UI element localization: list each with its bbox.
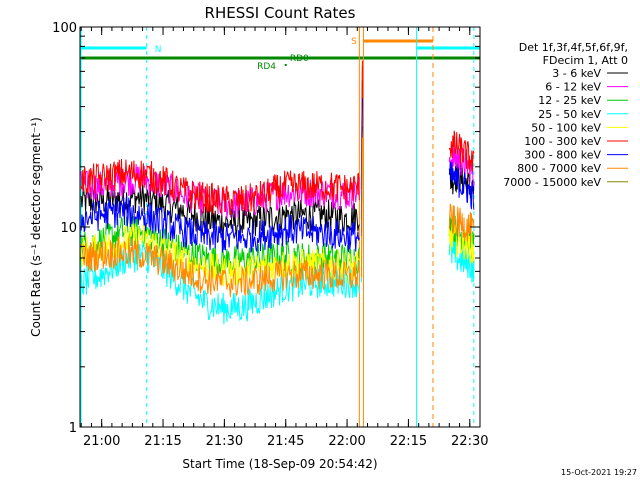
annotation-s: S <box>351 37 357 47</box>
series-line-1-1 <box>448 143 475 187</box>
legend-label-7: 800 - 7000 keV <box>517 162 601 175</box>
timestamp: 15-Oct-2021 19:27 <box>561 468 637 477</box>
annotation-n: N <box>155 45 162 55</box>
legend-header-line1: Det 1f,3f,4f,5f,6f,9f, <box>519 41 628 54</box>
legend-label-8: 7000 - 15000 keV <box>503 176 601 189</box>
legend-label-4: 50 - 100 keV <box>531 121 601 134</box>
axis-ticks: 21:00 21:15 21:30 21:45 22:00 22:15 22:30 1 10 10… <box>52 21 488 449</box>
x-tick-label-6: 22:30 <box>451 434 488 449</box>
x-tick-label-0: 21:00 <box>83 434 120 449</box>
legend-label-5: 100 - 300 keV <box>524 135 601 148</box>
series-spike-7 <box>360 137 363 278</box>
chart-title: RHESSI Count Rates <box>205 4 356 22</box>
annotation-rd4: RD4 <box>257 62 276 72</box>
y-tick-label-1: 10 <box>60 221 77 236</box>
series-line-7-0 <box>80 236 360 298</box>
x-tick-label-4: 22:00 <box>328 434 365 449</box>
y-axis-label: Count Rate (s⁻¹ detector segment⁻¹) <box>29 117 43 337</box>
series-line-5-0 <box>80 158 360 216</box>
x-tick-label-5: 22:15 <box>390 434 427 449</box>
x-axis-label: Start Time (18-Sep-09 20:54:42) <box>182 457 377 471</box>
legend-header-line2: FDecim 1, Att 0 <box>543 54 628 67</box>
legend-label-3: 25 - 50 keV <box>538 108 601 121</box>
plot-area: N S RD0 RD4 <box>80 27 480 427</box>
legend-label-2: 12 - 25 keV <box>538 94 601 107</box>
series-line-7-1 <box>448 203 475 243</box>
series-line-6-1 <box>448 161 475 210</box>
rd4-marker <box>284 64 287 66</box>
series-line-5-1 <box>448 130 475 172</box>
legend-label-6: 300 - 800 keV <box>524 149 601 162</box>
series-line-6-0 <box>80 196 360 253</box>
x-tick-label-3: 21:45 <box>267 434 304 449</box>
x-tick-label-2: 21:30 <box>206 434 243 449</box>
annotation-rd0: RD0 <box>290 54 309 64</box>
y-tick-label-0: 1 <box>69 421 77 436</box>
x-tick-label-1: 21:15 <box>144 434 181 449</box>
y-tick-label-2: 100 <box>52 21 77 36</box>
legend-label-0: 3 - 6 keV <box>552 67 601 80</box>
legend-label-1: 6 - 12 keV <box>545 81 601 94</box>
